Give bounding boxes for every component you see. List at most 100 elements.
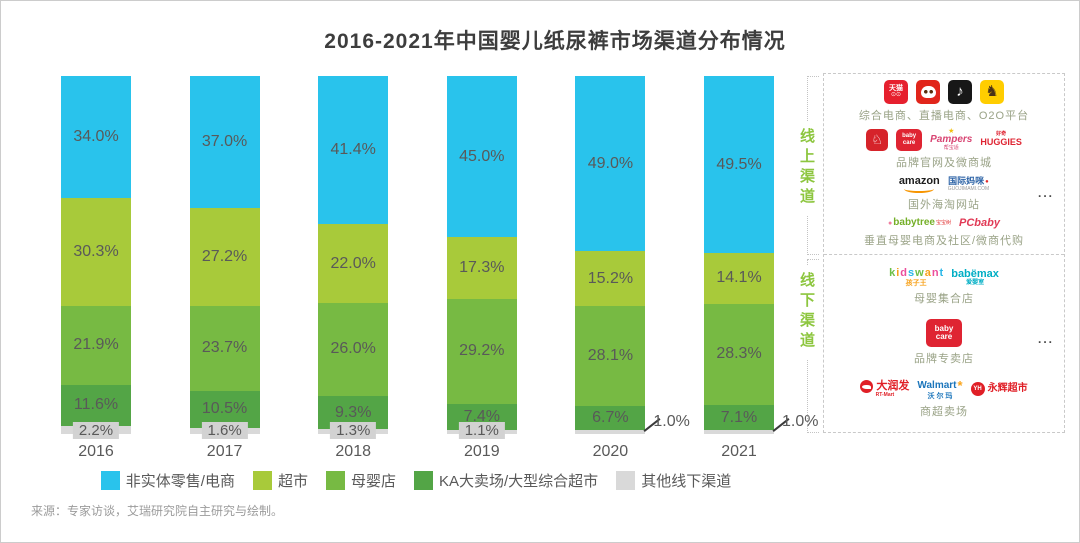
group-caption: 品牌专卖店: [914, 352, 974, 365]
legend-swatch: [616, 471, 636, 490]
logo-text: ♘: [871, 131, 883, 147]
bar-segment-2021-1: 14.1%: [704, 253, 774, 304]
logo-line: ⊙⊙: [891, 92, 901, 98]
group-caption: 国外海淘网站: [908, 199, 980, 212]
legend: 非实体零售/电商 超市 母婴店 KA大卖场/大型综合超市 其他线下渠道: [31, 470, 801, 491]
bar-segment-2021-2: 28.3%: [704, 303, 774, 405]
group-caption: 母婴集合店: [914, 292, 974, 305]
legend-label: KA大卖场/大型综合超市: [439, 473, 599, 490]
rt-icon: [860, 380, 874, 394]
legend-label: 母婴店: [350, 473, 396, 490]
logo-text: ♪: [956, 82, 964, 100]
group-caption: 品牌官网及微商城: [896, 157, 992, 170]
segment-value-label: 49.0%: [587, 154, 634, 172]
bar-column-2016: 34.0% 30.3% 21.9% 11.6% 2.2% 2016: [61, 76, 131, 461]
legend-item-3: KA大卖场/大型综合超市: [414, 470, 598, 491]
logo-line: [904, 187, 935, 194]
legend-swatch: [100, 471, 120, 490]
logo-line: Walmart *: [917, 379, 962, 393]
amazon-logo: amazon: [898, 174, 940, 194]
yh-icon: YH: [970, 382, 985, 397]
guojimami-logo: 国际妈咪 ● GUOJIMAMI.COM: [948, 176, 989, 192]
logo-row: baby care: [926, 318, 962, 347]
segment-value-label: 22.0%: [330, 254, 376, 272]
logo-line: 天猫: [889, 85, 903, 92]
x-axis-label-2016: 2016: [78, 443, 114, 460]
logo-text: k: [889, 267, 896, 280]
babytree-logo: ● babytree 宝宝树: [888, 218, 951, 229]
logo-line: ♪: [956, 82, 964, 100]
logo-line: ★: [948, 128, 954, 135]
logo-line: 爱婴室: [966, 280, 984, 286]
bar-stack-2019: 45.0% 17.3% 29.2% 7.4% 1.1%: [446, 76, 517, 439]
logo-line: care: [935, 331, 953, 341]
online-channel-label: 线上渠道: [798, 121, 817, 215]
panel-section-offline: k i d s w a n t 孩子王 babëmax 爱婴室母婴集合店 baby care... 品牌专…: [824, 255, 1064, 432]
logo-row: ● babytree 宝宝树 PCbaby: [888, 217, 1000, 230]
logo-text: Walmart: [917, 379, 957, 391]
group-caption: 垂直母婴电商及社区/微商代购: [863, 235, 1025, 248]
bar-segment-2018-3: 9.3%: [318, 396, 389, 430]
logo-line: baby: [902, 133, 916, 139]
bar-segment-2021-0: 49.5%: [704, 76, 774, 254]
logo-text: a: [924, 267, 931, 280]
logo-row: ♘ baby care ★ Pampers 帮宝适 好奇 HUGGIES: [866, 128, 1022, 151]
redbrand-logo: ♘: [866, 128, 889, 151]
segment-value-label: 28.3%: [716, 345, 762, 363]
legend-item-1: 超市: [252, 470, 308, 491]
source-note: 来源：专家访谈，艾瑞研究院自主研究与绘制。: [31, 504, 284, 518]
online-group-2: amazon 国际妈咪 ● GUOJIMAMI.COM... 国外海淘网站: [824, 174, 1064, 213]
bar-stack-2018: 41.4% 22.0% 26.0% 9.3% 1.3%: [318, 76, 389, 439]
segment-value-label: 41.4%: [330, 141, 376, 159]
bar-segment-2017-0: 37.0%: [189, 76, 260, 209]
kidswant-logo: k i d s w a n t 孩子王: [889, 267, 943, 287]
logo-text: RT-Mart: [875, 392, 895, 399]
logo-text: ●: [888, 219, 893, 227]
segment-value-label: 27.2%: [201, 248, 248, 266]
logo-text: 好奇: [996, 131, 1007, 138]
bar-plot: 34.0% 30.3% 21.9% 11.6% 2.2% 2016 37.0% 27.2% 23…: [1, 76, 818, 496]
logo-text: care: [935, 331, 953, 341]
legend-item-2: 母婴店: [325, 470, 396, 491]
offline-group-1: baby care... 品牌专卖店: [824, 318, 1064, 366]
panel-section-online: 天猫 ⊙⊙ ♪ ♞ 综合电商、直播电商、O2O平台 ♘ baby care ★ Pampers 帮宝…: [824, 74, 1064, 255]
logo-line: babëmax: [951, 267, 999, 281]
babemax-logo: babëmax 爱婴室: [951, 267, 999, 287]
x-axis-label-2017: 2017: [206, 443, 243, 460]
logo-line: amazon: [898, 174, 940, 188]
jd-logo: [916, 79, 940, 104]
offline-group-2: 大润发 RT-Mart Walmart * 沃 尔 玛 YH 永辉超市 商超卖场: [824, 379, 1064, 419]
legend-swatch: [325, 471, 345, 490]
rtmart-logo: 大润发 RT-Mart: [860, 380, 909, 398]
segment-value-label: 28.1%: [587, 347, 634, 365]
bar-segment-2020-4: [575, 430, 646, 434]
bar-segment-2020-2: 28.1%: [575, 305, 646, 407]
logo-text: n: [931, 267, 939, 280]
bar-column-2018: 41.4% 22.0% 26.0% 9.3% 1.3% 2018: [318, 76, 389, 461]
x-axis-label-2019: 2019: [464, 443, 500, 460]
logo-text: w: [915, 267, 924, 280]
logo-row: 天猫 ⊙⊙ ♪ ♞: [884, 79, 1004, 104]
group-caption: 商超卖场: [920, 405, 968, 418]
logo-line: ● babytree 宝宝树: [888, 218, 951, 229]
legend-item-4: 其他线下渠道: [616, 470, 731, 491]
pcbaby-logo: PCbaby: [959, 217, 1000, 230]
logo-text: babëmax: [951, 267, 999, 280]
legend-label: 其他线下渠道: [641, 473, 732, 490]
logo-text: 孩子王: [905, 279, 927, 287]
more-indicator: ...: [1037, 332, 1054, 347]
bar-column-2017: 37.0% 27.2% 23.7% 10.5% 1.6% 2017: [189, 76, 260, 461]
logo-line: 大润发: [860, 380, 909, 394]
segment-value-label: 23.7%: [201, 339, 248, 357]
logo-line: [920, 85, 936, 98]
bar-stack-2016: 34.0% 30.3% 21.9% 11.6% 2.2%: [61, 76, 131, 439]
logo-line: YH 永辉超市: [970, 382, 1028, 397]
bar-segment-2019-0: 45.0%: [446, 76, 517, 238]
logo-text: amazon: [898, 174, 940, 187]
logo-line: 帮宝适: [944, 145, 959, 151]
legend-item-0: 非实体零售/电商: [100, 470, 235, 491]
logo-text: ★: [948, 128, 955, 136]
logo-text: ♞: [985, 82, 999, 100]
